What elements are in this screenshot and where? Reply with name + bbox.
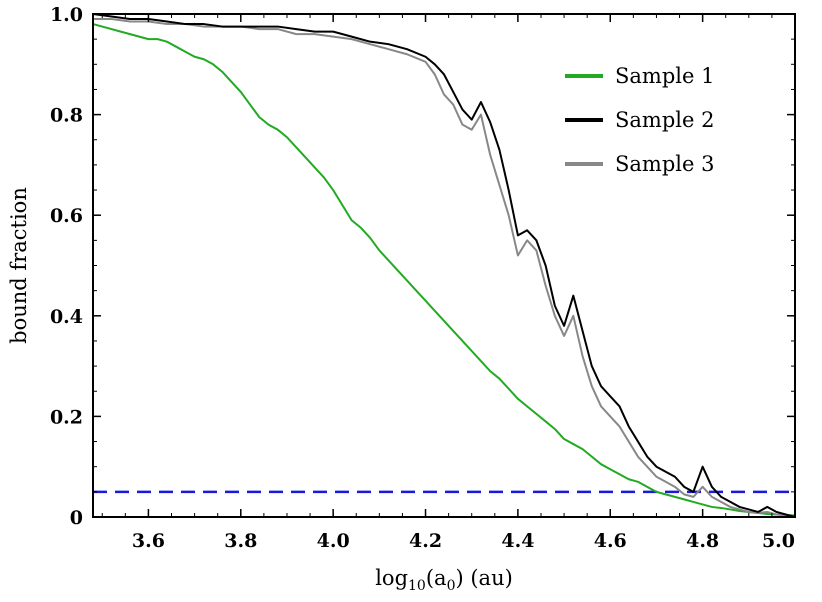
x-tick-label: 3.6 xyxy=(132,530,165,552)
series-line-sample-1 xyxy=(92,23,796,517)
legend-label-sample-2: Sample 2 xyxy=(615,108,714,132)
y-tick-label: 0.8 xyxy=(50,105,83,127)
x-axis-title-sub2: 0 xyxy=(447,578,456,594)
y-tick-label: 0 xyxy=(70,507,83,529)
x-axis-title-base: log xyxy=(375,566,408,590)
x-axis-title-tail: ) (au) xyxy=(455,566,512,590)
y-axis-ticks: 0 0.2 0.4 0.6 0.8 1.0 xyxy=(50,4,795,529)
series-layer xyxy=(92,13,796,518)
y-tick-label: 0.6 xyxy=(50,205,83,227)
x-axis-title-sub1: 10 xyxy=(408,578,426,594)
x-tick-label: 4.0 xyxy=(317,530,350,552)
legend: Sample 1 Sample 2 Sample 3 xyxy=(565,64,714,176)
series-line-sample-3 xyxy=(93,18,796,518)
legend-label-sample-1: Sample 1 xyxy=(615,64,714,88)
x-axis-title-mid: (a xyxy=(426,566,447,590)
y-tick-label: 0.4 xyxy=(50,306,83,328)
legend-label-sample-3: Sample 3 xyxy=(615,152,714,176)
x-tick-label: 4.6 xyxy=(594,530,627,552)
x-tick-label: 3.8 xyxy=(224,530,257,552)
y-tick-label: 0.2 xyxy=(50,406,83,428)
plot-frame xyxy=(92,13,796,518)
x-tick-label: 5.0 xyxy=(762,530,795,552)
x-tick-label: 4.8 xyxy=(686,530,719,552)
x-axis-title: log10(a0) (au) xyxy=(375,566,513,594)
y-tick-label: 1.0 xyxy=(50,4,83,26)
series-line-sample-2 xyxy=(92,13,796,518)
y-axis-title: bound fraction xyxy=(7,187,31,344)
plot-area xyxy=(92,13,796,518)
x-tick-label: 4.4 xyxy=(501,530,534,552)
x-axis-ticks: 3.6 3.8 4.0 4.2 4.4 4.6 4.8 5.0 xyxy=(101,14,796,552)
x-tick-label: 4.2 xyxy=(409,530,442,552)
